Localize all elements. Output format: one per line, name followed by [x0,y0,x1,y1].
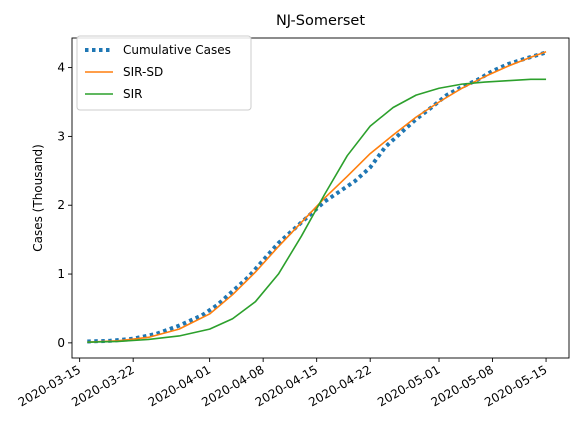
legend-label-1: SIR-SD [123,65,163,79]
chart-title: NJ-Somerset [276,13,365,29]
y-tick-label: 1 [57,267,65,281]
y-tick-label: 4 [57,61,65,75]
legend-label-0: Cumulative Cases [123,43,231,57]
y-axis-label: Cases (Thousand) [31,144,45,252]
series-layer [87,50,547,344]
y-tick-label: 2 [57,198,65,212]
legend-label-2: SIR [123,87,143,101]
plot-frame [71,37,570,359]
y-tick-label: 0 [57,336,65,350]
legend: Cumulative Cases SIR-SD SIR [76,35,252,111]
series-line-1 [87,51,547,343]
y-tick-label: 3 [57,129,65,143]
legend-box [76,35,252,111]
series-line-2 [87,78,547,343]
